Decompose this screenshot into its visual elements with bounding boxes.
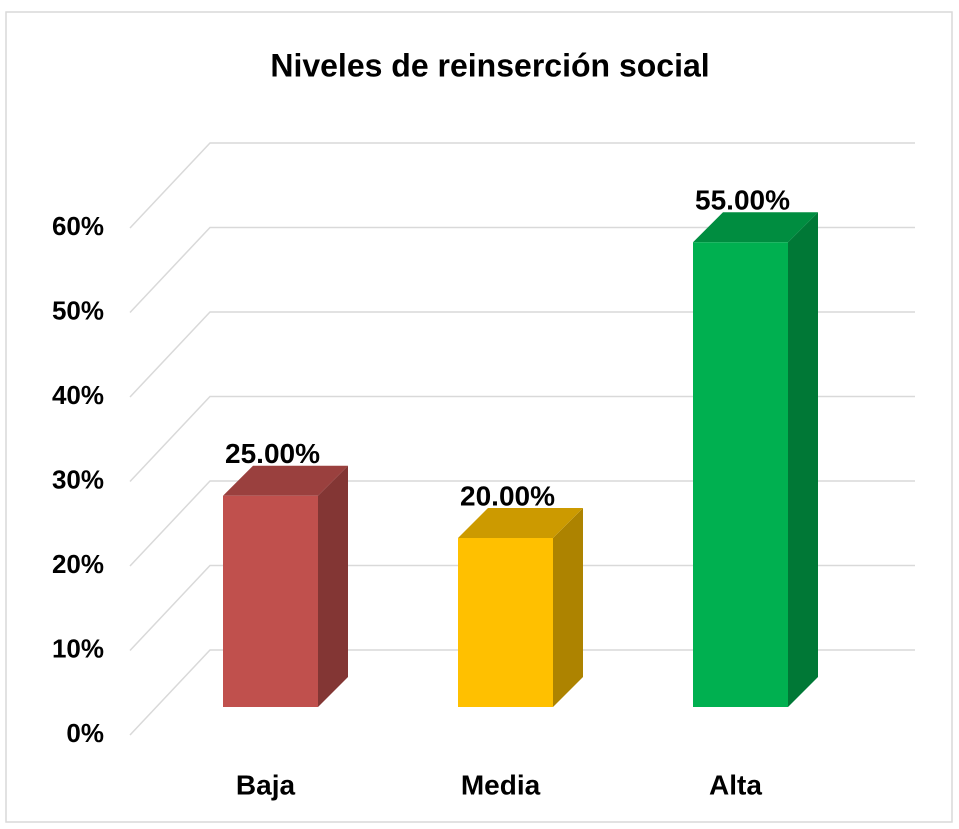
bar-front xyxy=(458,538,553,707)
y-tick-label: 50% xyxy=(52,295,104,325)
x-tick-label: Baja xyxy=(236,769,296,800)
y-tick-label: 10% xyxy=(52,633,104,663)
bar xyxy=(693,212,818,707)
bar-front xyxy=(223,495,318,707)
grid-line xyxy=(129,142,915,229)
data-label: 20.00% xyxy=(460,480,555,511)
grid-line xyxy=(129,395,915,483)
grid-line xyxy=(129,226,915,314)
bar xyxy=(458,508,583,707)
y-tick-label: 20% xyxy=(52,549,104,579)
bar-side xyxy=(553,508,583,707)
x-tick-label: Media xyxy=(461,769,541,800)
bar xyxy=(223,465,348,707)
grid-line xyxy=(129,480,915,567)
y-tick-label: 60% xyxy=(52,211,104,241)
y-tick-label: 30% xyxy=(52,464,104,494)
bar-side xyxy=(788,212,818,707)
bar-top xyxy=(223,465,348,496)
grid-line xyxy=(129,649,915,736)
bar-top xyxy=(693,212,818,243)
grid-line xyxy=(129,564,915,652)
data-label: 55.00% xyxy=(695,185,790,216)
data-label: 25.00% xyxy=(225,438,320,469)
bar-side xyxy=(318,465,348,707)
bar-top xyxy=(458,508,583,538)
y-tick-label: 0% xyxy=(66,718,104,748)
bar-front xyxy=(693,242,788,707)
y-tick-label: 40% xyxy=(52,380,104,410)
grid-line xyxy=(129,311,915,398)
x-tick-label: Alta xyxy=(709,769,762,800)
chart-title: Niveles de reinserción social xyxy=(270,47,709,83)
